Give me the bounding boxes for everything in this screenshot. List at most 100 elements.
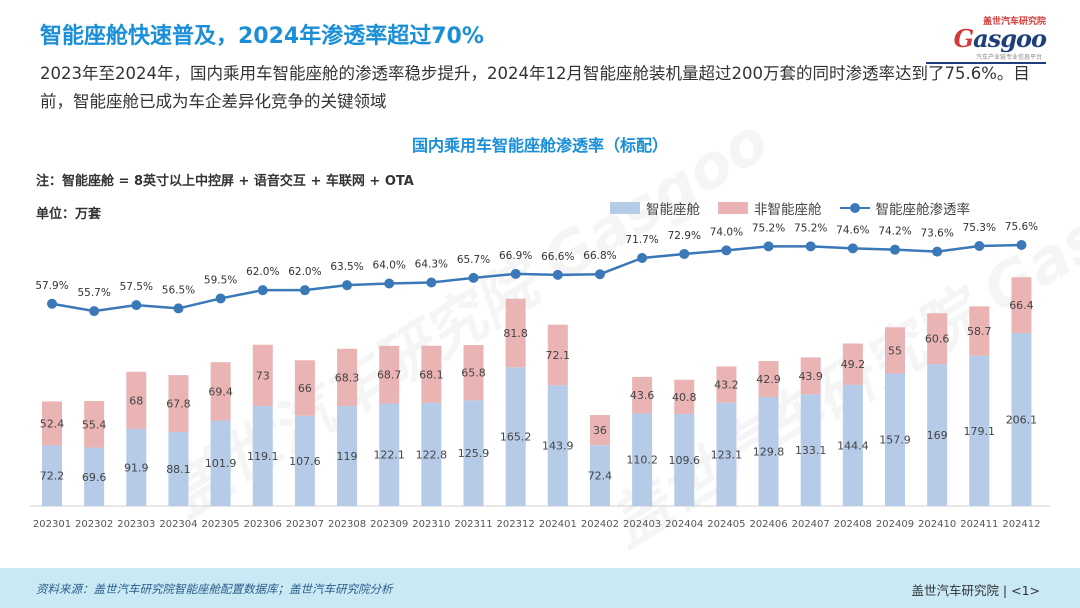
rate-label-202306: 62.0%	[246, 266, 279, 278]
label-nonsmart-202305: 69.4	[208, 385, 233, 398]
label-nonsmart-202311: 65.8	[461, 367, 486, 380]
bar-smart-202304	[168, 432, 189, 506]
bar-nonsmart-202306	[252, 344, 273, 407]
legend-item-rate: 智能座舱渗透率	[839, 198, 970, 218]
rate-point-202310	[426, 277, 437, 288]
label-smart-202406: 129.8	[753, 446, 785, 459]
label-nonsmart-202408: 49.2	[841, 358, 866, 371]
label-nonsmart-202409: 55	[888, 344, 902, 357]
bar-smart-202410	[927, 364, 948, 506]
bar-nonsmart-202410	[927, 313, 948, 365]
tick-label-202411: 202411	[960, 519, 998, 530]
legend-label-smart: 智能座舱	[646, 202, 700, 218]
headline: 智能座舱快速普及，2024年渗透率超过70%	[40, 24, 484, 49]
rate-label-202310: 64.3%	[415, 259, 448, 271]
rate-point-202410	[932, 246, 943, 257]
label-nonsmart-202411: 58.7	[967, 325, 992, 338]
label-smart-202309: 122.1	[373, 449, 405, 462]
bar-smart-202412	[1011, 332, 1032, 506]
label-smart-202405: 123.1	[711, 448, 743, 461]
bar-smart-202303	[126, 428, 147, 506]
label-nonsmart-202308: 68.3	[335, 371, 360, 384]
rate-label-202309: 64.0%	[373, 260, 406, 272]
label-smart-202304: 88.1	[166, 463, 191, 476]
label-smart-202402: 72.4	[588, 470, 613, 483]
footer: 资料来源：盖世汽车研究院智能座舱配置数据库；盖世汽车研究院分析 盖世汽车研究院 …	[0, 568, 1080, 608]
logo-tagline: 汽车产业链专业信息平台	[975, 54, 1042, 61]
rate-label-202410: 73.6%	[920, 228, 953, 240]
bar-smart-202311	[463, 400, 484, 506]
label-smart-202303: 91.9	[124, 461, 149, 474]
rate-point-202306	[257, 285, 268, 296]
rate-label-202303: 57.5%	[120, 281, 153, 293]
bar-nonsmart-202303	[126, 371, 147, 429]
bar-nonsmart-202404	[674, 379, 695, 414]
rate-label-202402: 66.8%	[583, 250, 616, 262]
chart-unit: 单位：万套	[36, 207, 102, 222]
bar-nonsmart-202401	[547, 324, 568, 386]
bar-nonsmart-202301	[42, 401, 62, 446]
tick-label-202307: 202307	[286, 519, 324, 530]
footer-source: 资料来源：盖世汽车研究院智能座舱配置数据库；盖世汽车研究院分析	[36, 582, 393, 596]
rate-label-202412: 75.6%	[1005, 221, 1038, 233]
label-smart-202305: 101.9	[205, 457, 237, 470]
label-nonsmart-202312: 81.8	[503, 327, 528, 340]
bar-nonsmart-202302	[84, 401, 105, 448]
rate-point-202405	[721, 245, 732, 256]
tick-label-202410: 202410	[918, 519, 956, 530]
tick-label-202306: 202306	[244, 519, 282, 530]
label-smart-202312: 165.2	[500, 431, 532, 444]
rate-point-202402	[594, 269, 605, 280]
label-smart-202401: 143.9	[542, 440, 574, 453]
rate-point-202311	[468, 272, 479, 283]
rate-label-202401: 66.6%	[541, 251, 574, 263]
legend-swatch-smart	[610, 202, 640, 214]
tick-label-202309: 202309	[370, 519, 408, 530]
rate-label-202411: 75.3%	[963, 222, 996, 234]
label-smart-202308: 119	[337, 450, 358, 463]
rate-label-202405: 74.0%	[710, 226, 743, 238]
rate-point-202407	[805, 241, 816, 252]
label-smart-202412: 206.1	[1006, 413, 1038, 426]
bar-nonsmart-202408	[842, 343, 863, 385]
legend-swatch-rate	[839, 202, 870, 214]
bar-smart-202309	[379, 403, 400, 506]
bar-smart-202302	[84, 447, 105, 506]
rate-point-202302	[89, 306, 100, 317]
rate-point-202411	[974, 241, 985, 252]
label-smart-202409: 157.9	[879, 434, 911, 447]
logo-cn-text: 盖世汽车研究院	[982, 17, 1046, 27]
rate-label-202308: 63.5%	[330, 261, 363, 273]
rate-point-202307	[299, 285, 310, 296]
label-nonsmart-202403: 43.6	[630, 389, 655, 402]
bar-smart-202310	[421, 402, 442, 506]
rate-point-202404	[679, 248, 690, 259]
rate-point-202303	[131, 300, 142, 311]
rate-label-202311: 65.7%	[457, 254, 490, 266]
bar-nonsmart-202405	[716, 366, 737, 403]
rate-label-202305: 59.5%	[204, 274, 237, 286]
rate-label-202304: 56.5%	[162, 284, 195, 296]
legend-swatch-nonsmart	[718, 202, 748, 214]
rate-label-202404: 72.9%	[668, 230, 701, 242]
bar-smart-202307	[294, 415, 315, 506]
gasgoo-logo: 盖世汽车研究院 Gasgoo 汽车产业链专业信息平台	[916, 14, 1047, 64]
rate-point-202308	[342, 280, 353, 291]
label-nonsmart-202310: 68.1	[419, 368, 444, 381]
rate-point-202309	[384, 278, 395, 289]
rate-point-202305	[215, 293, 226, 304]
tick-label-202308: 202308	[328, 519, 366, 530]
label-nonsmart-202404: 40.8	[672, 391, 697, 404]
tick-label-202404: 202404	[665, 519, 703, 530]
rate-point-202406	[763, 241, 774, 252]
label-nonsmart-202304: 67.8	[166, 398, 191, 411]
tick-label-202406: 202406	[749, 519, 787, 530]
tick-label-202405: 202405	[707, 519, 745, 530]
tick-label-202305: 202305	[202, 519, 240, 530]
tick-label-202412: 202412	[1002, 519, 1040, 530]
label-smart-202302: 69.6	[82, 471, 107, 484]
tick-label-202302: 202302	[75, 519, 113, 530]
tick-label-202311: 202311	[454, 519, 492, 530]
bar-smart-202403	[632, 413, 653, 506]
legend-item-smart: 智能座舱	[610, 198, 700, 218]
